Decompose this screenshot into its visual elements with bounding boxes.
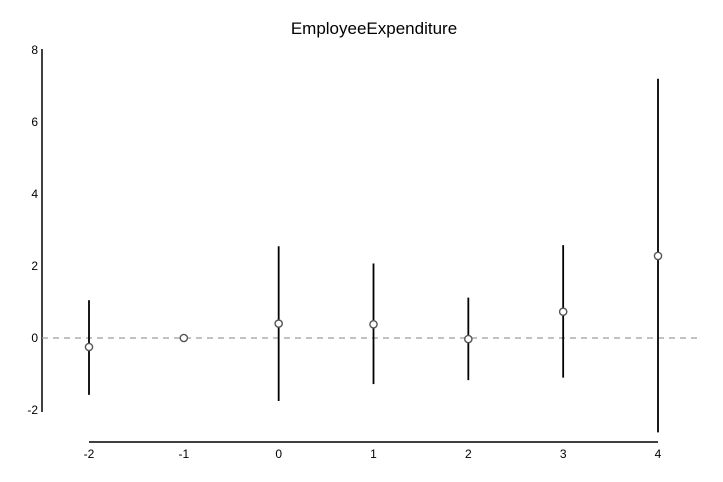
point-2 <box>464 334 473 344</box>
y-tick-label: 8 <box>31 43 38 57</box>
y-tick-label: 4 <box>31 187 38 201</box>
x-tick-label: -2 <box>84 447 95 461</box>
y-tick-labels: -2 0 2 4 6 8 <box>27 43 38 417</box>
x-tick-label: 3 <box>560 447 567 461</box>
data-points <box>84 251 663 352</box>
point--2 <box>84 342 94 352</box>
point-3 <box>558 307 568 317</box>
y-tick-label: 2 <box>31 259 38 273</box>
x-tick-label: 1 <box>370 447 377 461</box>
point--1 <box>179 333 189 343</box>
y-tick-label: 0 <box>31 331 38 345</box>
x-tick-label: -1 <box>178 447 189 461</box>
point-0 <box>274 319 283 328</box>
point-1 <box>369 320 378 329</box>
point-4 <box>653 251 663 261</box>
error-bars <box>88 78 659 433</box>
x-tick-label: 2 <box>465 447 472 461</box>
x-tick-label: 0 <box>275 447 282 461</box>
chart-title: EmployeeExpenditure <box>291 19 457 38</box>
y-tick-label: -2 <box>27 403 38 417</box>
axes <box>41 49 658 443</box>
x-tick-label: 4 <box>655 447 662 461</box>
y-tick-label: 6 <box>31 115 38 129</box>
x-tick-labels: -2 -1 0 1 2 3 4 <box>84 447 662 461</box>
